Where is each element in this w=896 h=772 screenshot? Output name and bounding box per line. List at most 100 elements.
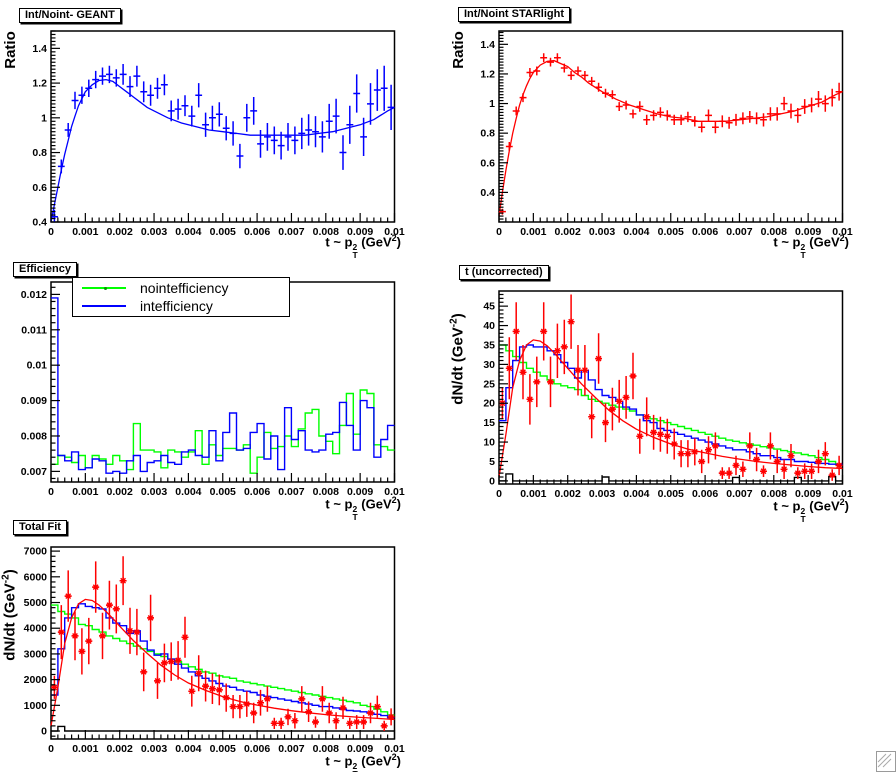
svg-text:0.4: 0.4 bbox=[32, 217, 47, 229]
svg-text:0.002: 0.002 bbox=[555, 226, 581, 238]
svg-text:1.2: 1.2 bbox=[32, 78, 47, 90]
svg-text:0.007: 0.007 bbox=[726, 488, 752, 500]
panel-title-text: t (uncorrected) bbox=[465, 266, 543, 278]
svg-text:0.01: 0.01 bbox=[832, 226, 853, 238]
panel-title: t (uncorrected) bbox=[459, 265, 549, 280]
svg-text:40: 40 bbox=[483, 320, 495, 332]
svg-text:0.008: 0.008 bbox=[313, 743, 339, 755]
svg-text:0.009: 0.009 bbox=[795, 488, 821, 500]
svg-text:0.003: 0.003 bbox=[589, 488, 615, 500]
svg-text:0: 0 bbox=[48, 743, 54, 755]
svg-text:2000: 2000 bbox=[24, 674, 48, 686]
svg-text:0.006: 0.006 bbox=[244, 486, 270, 498]
pad-total-fit: 0 0.001 0.002 0.003 0.004 0.005 0.006 0.007 0.00… bbox=[0, 515, 448, 772]
panel-title: Efficiency bbox=[13, 262, 77, 277]
svg-text:0.011: 0.011 bbox=[21, 324, 47, 336]
svg-text:7000: 7000 bbox=[24, 546, 48, 558]
svg-text:0.006: 0.006 bbox=[244, 226, 270, 238]
legend-row-intefficiency: intefficiency bbox=[73, 298, 289, 314]
svg-text:0.008: 0.008 bbox=[761, 488, 787, 500]
panel-title: Total Fit bbox=[13, 520, 67, 535]
y-axis-title: dN/dt (GeV-2) bbox=[449, 313, 467, 405]
svg-text:0.005: 0.005 bbox=[658, 226, 684, 238]
svg-text:0.003: 0.003 bbox=[141, 226, 167, 238]
svg-text:0.008: 0.008 bbox=[761, 226, 787, 238]
panel-title-text: Efficiency bbox=[19, 263, 71, 275]
svg-text:0.007: 0.007 bbox=[278, 486, 304, 498]
svg-text:5000: 5000 bbox=[24, 597, 48, 609]
plot-total-fit: 0 0.001 0.002 0.003 0.004 0.005 0.006 0.007 0.00… bbox=[24, 546, 405, 755]
svg-text:1.4: 1.4 bbox=[32, 43, 47, 55]
svg-text:1000: 1000 bbox=[24, 700, 48, 712]
svg-text:1.4: 1.4 bbox=[480, 39, 495, 51]
svg-text:0.003: 0.003 bbox=[141, 743, 167, 755]
svg-text:0.01: 0.01 bbox=[384, 226, 405, 238]
svg-text:0.004: 0.004 bbox=[623, 488, 649, 500]
pad-efficiency: 0 0.001 0.002 0.003 0.004 0.005 0.006 0.007 0.00… bbox=[0, 257, 448, 521]
svg-text:0.005: 0.005 bbox=[210, 743, 236, 755]
pad-int-noint-starlight: 0 0.001 0.002 0.003 0.004 0.005 0.006 0.007 0.00… bbox=[448, 0, 896, 260]
y-axis-title: Ratio bbox=[450, 31, 467, 69]
legend-label: nointefficiency bbox=[140, 280, 229, 296]
svg-text:0.002: 0.002 bbox=[107, 743, 133, 755]
svg-text:0.009: 0.009 bbox=[347, 226, 373, 238]
svg-text:0.001: 0.001 bbox=[520, 226, 546, 238]
svg-text:30: 30 bbox=[483, 359, 495, 371]
svg-text:0.005: 0.005 bbox=[658, 488, 684, 500]
svg-text:0.005: 0.005 bbox=[210, 486, 236, 498]
svg-text:0.009: 0.009 bbox=[347, 743, 373, 755]
svg-text:0.012: 0.012 bbox=[21, 289, 47, 301]
legend-label: intefficiency bbox=[140, 298, 213, 314]
svg-text:0: 0 bbox=[496, 226, 502, 238]
svg-text:0.004: 0.004 bbox=[175, 486, 201, 498]
svg-text:0.007: 0.007 bbox=[278, 226, 304, 238]
svg-text:0.001: 0.001 bbox=[72, 226, 98, 238]
svg-text:0: 0 bbox=[41, 726, 47, 738]
svg-text:0.005: 0.005 bbox=[210, 226, 236, 238]
svg-text:0.01: 0.01 bbox=[832, 488, 853, 500]
svg-text:0.003: 0.003 bbox=[589, 226, 615, 238]
svg-text:1: 1 bbox=[489, 98, 495, 110]
svg-text:5: 5 bbox=[489, 456, 495, 468]
svg-text:0.006: 0.006 bbox=[692, 226, 718, 238]
svg-text:4000: 4000 bbox=[24, 623, 48, 635]
y-axis-title: Ratio bbox=[2, 31, 19, 69]
svg-text:45: 45 bbox=[483, 301, 495, 313]
svg-text:0.01: 0.01 bbox=[27, 360, 48, 372]
svg-text:0.001: 0.001 bbox=[520, 488, 546, 500]
svg-text:25: 25 bbox=[483, 378, 495, 390]
svg-text:0.009: 0.009 bbox=[21, 395, 47, 407]
legend-line-blue bbox=[82, 305, 126, 307]
x-axis-title: t ~ p2T (GeV2) bbox=[325, 752, 401, 772]
plot-int-noint-starlight: 0 0.001 0.002 0.003 0.004 0.005 0.006 0.007 0.00… bbox=[480, 30, 853, 238]
svg-text:0.007: 0.007 bbox=[726, 226, 752, 238]
svg-text:35: 35 bbox=[483, 339, 495, 351]
svg-text:0.8: 0.8 bbox=[32, 147, 47, 159]
svg-text:0.002: 0.002 bbox=[107, 226, 133, 238]
svg-text:0.002: 0.002 bbox=[555, 488, 581, 500]
pad-t-uncorrected: 0 0.001 0.002 0.003 0.004 0.005 0.006 0.007 0.00… bbox=[448, 257, 896, 523]
svg-text:0: 0 bbox=[48, 486, 54, 498]
panel-title-text: Int/Noint STARlight bbox=[464, 8, 564, 20]
svg-text:0.01: 0.01 bbox=[384, 743, 405, 755]
svg-text:0.007: 0.007 bbox=[21, 466, 47, 478]
panel-title: Int/Noint STARlight bbox=[458, 7, 570, 22]
panel-title-text: Int/Noint- GEANT bbox=[25, 9, 115, 21]
svg-text:0.006: 0.006 bbox=[244, 743, 270, 755]
svg-text:0: 0 bbox=[496, 488, 502, 500]
svg-text:0.004: 0.004 bbox=[175, 743, 201, 755]
svg-text:0.01: 0.01 bbox=[384, 486, 405, 498]
legend-line-green bbox=[82, 286, 126, 290]
svg-text:0.003: 0.003 bbox=[141, 486, 167, 498]
pad-int-noint-geant: 0 0.001 0.002 0.003 0.004 0.005 0.006 0.007 0.00… bbox=[0, 0, 448, 260]
svg-text:0: 0 bbox=[489, 475, 495, 487]
svg-text:0.009: 0.009 bbox=[347, 486, 373, 498]
resize-grip[interactable] bbox=[876, 751, 896, 772]
svg-text:10: 10 bbox=[483, 437, 495, 449]
resize-grip-icon bbox=[877, 753, 892, 768]
